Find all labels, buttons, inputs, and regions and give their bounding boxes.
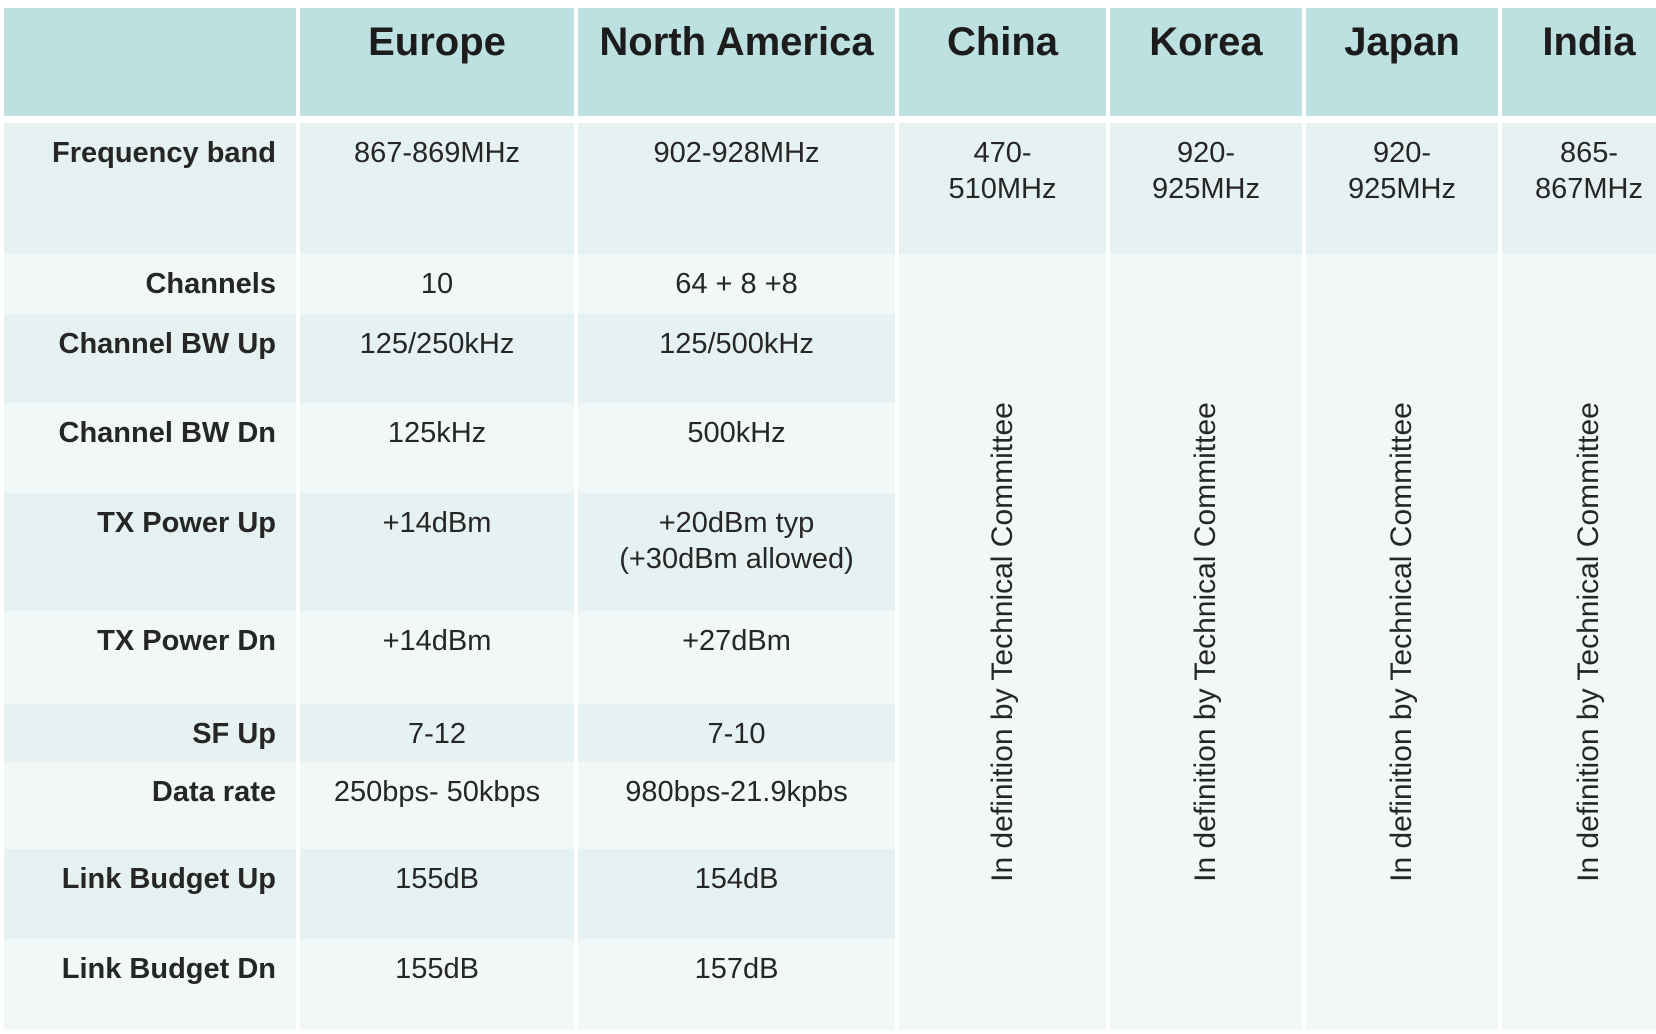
cell-north-america: 125/500kHz [578, 314, 895, 403]
row-label: Channels [4, 254, 296, 314]
cell-europe: 867-869MHz [300, 123, 574, 254]
pending-note-text: In definition by Technical Committee [985, 402, 1019, 882]
row-label: SF Up [4, 704, 296, 762]
row-label: TX Power Dn [4, 611, 296, 704]
row-label: Link Budget Up [4, 849, 296, 939]
cell-north-america: 157dB [578, 939, 895, 1030]
cell-north-america: +27dBm [578, 611, 895, 704]
row-label: Frequency band [4, 123, 296, 254]
cell-europe: +14dBm [300, 493, 574, 611]
cell-europe: 155dB [300, 849, 574, 939]
cell-north-america: +20dBm typ (+30dBm allowed) [578, 493, 895, 611]
pending-definition-japan: In definition by Technical Committee [1306, 254, 1498, 1030]
cell-europe: 7-12 [300, 704, 574, 762]
cell-north-america: 7-10 [578, 704, 895, 762]
lorawan-regional-parameters-table: Europe North America China Korea Japan India F… [4, 8, 1656, 1030]
header-corner [4, 8, 296, 123]
column-header-india: India [1502, 8, 1656, 123]
pending-note-text: In definition by Technical Committee [1189, 402, 1223, 882]
cell-north-america: 500kHz [578, 403, 895, 493]
pending-definition-korea: In definition by Technical Committee [1110, 254, 1302, 1030]
column-header-japan: Japan [1306, 8, 1498, 123]
cell-europe: 10 [300, 254, 574, 314]
column-header-china: China [899, 8, 1106, 123]
cell-japan: 920- 925MHz [1306, 123, 1498, 254]
pending-note-text: In definition by Technical Committee [1572, 402, 1606, 882]
cell-europe: 250bps- 50kbps [300, 762, 574, 849]
column-header-korea: Korea [1110, 8, 1302, 123]
cell-north-america: 980bps-21.9kpbs [578, 762, 895, 849]
cell-india: 865- 867MHz [1502, 123, 1656, 254]
cell-europe: 125/250kHz [300, 314, 574, 403]
row-label: Channel BW Dn [4, 403, 296, 493]
pending-definition-india: In definition by Technical Committee [1502, 254, 1656, 1030]
column-header-north-america: North America [578, 8, 895, 123]
cell-korea: 920- 925MHz [1110, 123, 1302, 254]
row-label: Channel BW Up [4, 314, 296, 403]
cell-europe: 125kHz [300, 403, 574, 493]
cell-europe: 155dB [300, 939, 574, 1030]
column-header-europe: Europe [300, 8, 574, 123]
row-label: TX Power Up [4, 493, 296, 611]
cell-north-america: 154dB [578, 849, 895, 939]
pending-definition-china: In definition by Technical Committee [899, 254, 1106, 1030]
cell-north-america: 64 + 8 +8 [578, 254, 895, 314]
cell-north-america: 902-928MHz [578, 123, 895, 254]
row-label: Link Budget Dn [4, 939, 296, 1030]
cell-europe: +14dBm [300, 611, 574, 704]
pending-note-text: In definition by Technical Committee [1385, 402, 1419, 882]
row-label: Data rate [4, 762, 296, 849]
cell-china: 470- 510MHz [899, 123, 1106, 254]
